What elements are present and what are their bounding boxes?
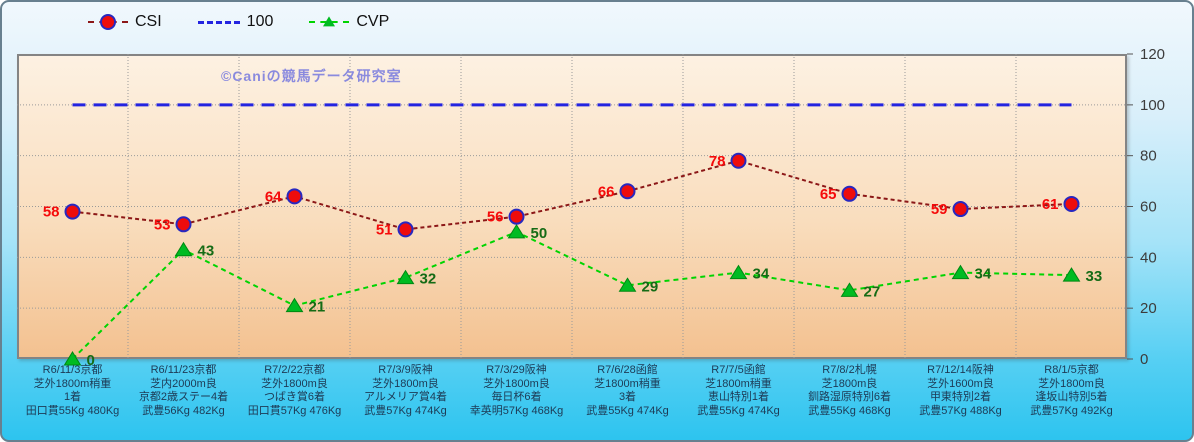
x-axis-label: R7/3/29阪神 芝外1800m良 毎日杯6着 幸英明57Kg 468Kg <box>469 364 564 417</box>
cvp-point <box>63 351 82 366</box>
csi-line-marker-icon <box>88 14 128 30</box>
csi-point-label: 65 <box>820 186 837 203</box>
cvp-point <box>507 223 526 239</box>
legend-label-csi: CSI <box>135 13 162 30</box>
cvp-point-label: 43 <box>198 243 215 260</box>
y-tick-label: 80 <box>1140 148 1157 165</box>
csi-point-label: 61 <box>1042 196 1059 213</box>
legend-label-cvp: CVP <box>356 13 390 30</box>
x-axis-label: R6/11/3京都 芝外1800m稍重 1着 田口貫55Kg 480Kg <box>25 364 120 417</box>
cvp-point-label: 34 <box>753 266 770 283</box>
cvp-point <box>951 264 970 280</box>
watermark: ©Caniの競馬データ研究室 <box>221 68 402 84</box>
cvp-line-marker-icon <box>309 16 350 27</box>
legend-item-csi: CSI <box>88 13 162 31</box>
csi-line <box>72 159 1072 231</box>
y-tick-label: 40 <box>1140 249 1157 266</box>
x-axis-label: R7/8/2札幌 芝1800m良 釧路湿原特別6着 武豊55Kg 468Kg <box>807 364 892 417</box>
csi-point <box>952 201 969 218</box>
csi-point-label: 56 <box>487 209 504 226</box>
cvp-point <box>840 282 859 297</box>
csi-point <box>508 208 525 225</box>
cvp-point <box>1062 267 1081 282</box>
x-axis-label: R6/11/23京都 芝内2000m良 京都2歳ステー4着 武豊56Kg 482Kg <box>138 364 229 417</box>
x-axis-label: R7/2/22京都 芝外1800m良 つばき賞6着 田口貫57Kg 476Kg <box>247 364 342 417</box>
csi-point-label: 51 <box>376 221 393 238</box>
x-axis-label: R8/1/5京都 芝外1800m良 逢坂山特別5着 武豊57Kg 492Kg <box>1030 364 1113 417</box>
cvp-point <box>174 241 193 257</box>
cvp-point <box>396 269 415 285</box>
csi-point <box>286 188 303 205</box>
csi-point-label: 66 <box>598 183 615 200</box>
y-tick-label: 120 <box>1140 46 1165 63</box>
csi-point <box>175 216 192 233</box>
cvp-point-label: 27 <box>864 283 881 300</box>
csi-point-label: 78 <box>709 153 726 170</box>
csi-point <box>64 203 81 220</box>
cvp-point <box>285 297 304 313</box>
legend: CSI 100 CVP <box>88 10 389 34</box>
cvp-point-label: 32 <box>420 271 437 288</box>
csi-point <box>397 221 414 238</box>
csi-point-label: 64 <box>265 188 282 205</box>
x-axis-label: R7/3/9阪神 芝外1800m良 アルメリア賞4着 武豊57Kg 474Kg <box>363 364 447 417</box>
cvp-point-label: 33 <box>1086 268 1103 285</box>
cvp-line <box>71 230 1072 360</box>
cvp-point <box>618 277 637 292</box>
csi-point-label: 58 <box>43 204 60 221</box>
csi-point <box>841 185 858 202</box>
cvp-point <box>729 264 748 280</box>
x-axis-label: R7/7/5函館 芝1800m稍重 恵山特別1着 武豊55Kg 474Kg <box>697 364 780 417</box>
y-tick-label: 0 <box>1140 351 1148 368</box>
cvp-point-label: 0 <box>87 352 95 369</box>
y-tick-label: 100 <box>1140 97 1165 114</box>
legend-item-100: 100 <box>197 13 274 31</box>
csi-point-label: 59 <box>931 201 948 218</box>
csi-point-label: 53 <box>154 216 171 233</box>
legend-item-cvp: CVP <box>309 13 389 31</box>
x-axis-label: R7/6/28函館 芝1800m稍重 3着 武豊55Kg 474Kg <box>586 364 669 417</box>
reference-line-icon <box>197 20 240 24</box>
cvp-point-label: 21 <box>309 299 326 316</box>
y-tick-label: 20 <box>1140 300 1157 317</box>
x-axis-label: R7/12/14阪神 芝外1600m良 甲東特別2着 武豊57Kg 488Kg <box>919 364 1002 417</box>
cvp-point-label: 34 <box>975 266 992 283</box>
x-axis-labels: R6/11/3京都 芝外1800m稍重 1着 田口貫55Kg 480Kg R6/11/2… <box>17 364 1127 418</box>
csi-point <box>619 183 636 200</box>
legend-label-100: 100 <box>246 13 274 30</box>
cvp-point-label: 50 <box>531 225 548 242</box>
csi-point <box>730 152 747 169</box>
cvp-point-label: 29 <box>642 278 659 295</box>
y-tick-label: 60 <box>1140 199 1157 216</box>
csi-point <box>1063 195 1080 212</box>
